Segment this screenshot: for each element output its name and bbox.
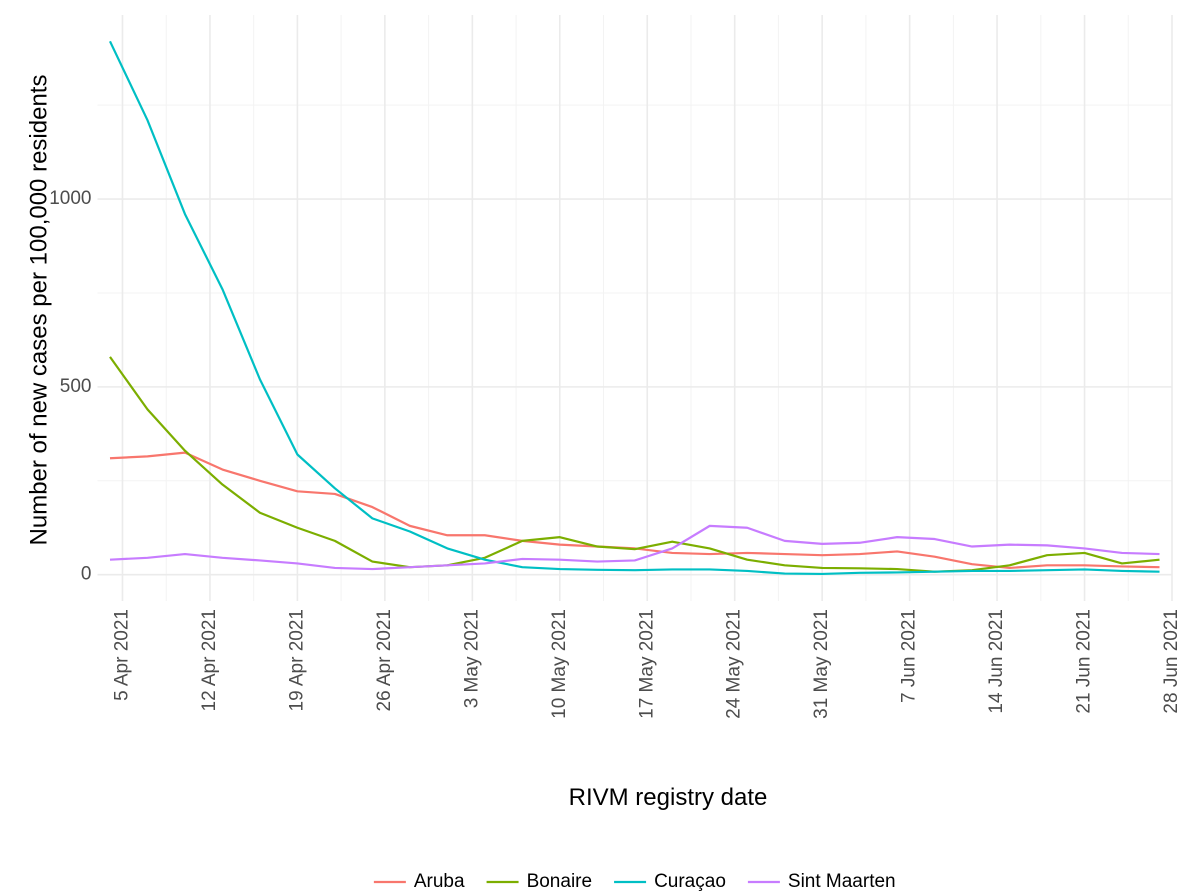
series-line bbox=[109, 524, 1160, 571]
x-tick-label: 28 Jun 2021 bbox=[1161, 609, 1177, 714]
legend: Aruba Bonaire Curaçao Sint Maarten bbox=[373, 871, 896, 892]
series-line bbox=[109, 40, 1160, 576]
legend-label: Aruba bbox=[414, 871, 465, 892]
x-tick-label: 17 May 2021 bbox=[636, 609, 657, 719]
y-axis-label: Number of new cases per 100,000 resident… bbox=[25, 75, 52, 546]
legend-label: Curaçao bbox=[654, 871, 726, 892]
x-tick-label: 14 Jun 2021 bbox=[986, 609, 1007, 714]
x-tick-label: 19 Apr 2021 bbox=[286, 609, 307, 711]
y-tick-label: 0 bbox=[81, 564, 92, 585]
legend-label: Bonaire bbox=[527, 871, 593, 892]
x-tick-label: 12 Apr 2021 bbox=[199, 609, 220, 711]
x-tick-label: 26 Apr 2021 bbox=[374, 609, 395, 711]
y-tick-label: 500 bbox=[60, 376, 92, 397]
x-tick-label: 7 Jun 2021 bbox=[899, 609, 920, 703]
x-tick-label: 3 May 2021 bbox=[461, 609, 482, 708]
x-tick-label: 10 May 2021 bbox=[549, 609, 570, 719]
series-line bbox=[109, 451, 1160, 570]
y-tick-label: 1000 bbox=[49, 188, 91, 209]
x-tick-label: 21 Jun 2021 bbox=[1074, 609, 1095, 714]
x-axis-label: RIVM registry date bbox=[569, 784, 768, 811]
series-line bbox=[109, 356, 1160, 573]
x-tick-label: 5 Apr 2021 bbox=[112, 609, 133, 701]
grid bbox=[97, 15, 1173, 601]
legend-label: Sint Maarten bbox=[788, 871, 896, 892]
x-tick-label: 31 May 2021 bbox=[811, 609, 832, 719]
x-tick-label: 24 May 2021 bbox=[724, 609, 745, 719]
